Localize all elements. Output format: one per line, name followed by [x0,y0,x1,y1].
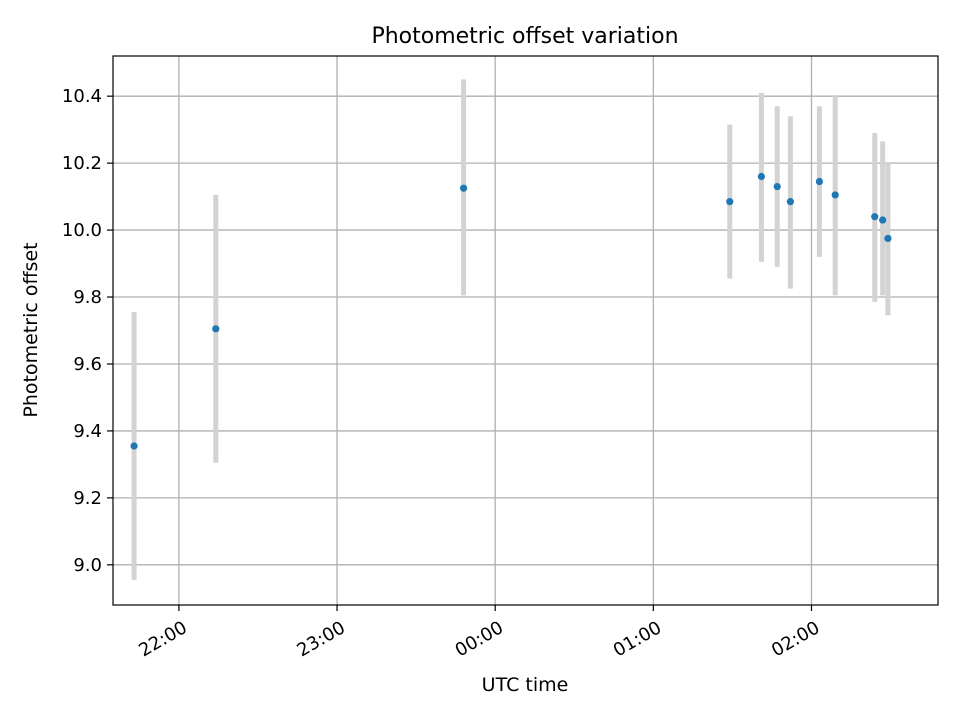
data-point [884,234,892,243]
data-point [831,191,839,199]
data-point [130,442,138,450]
y-axis-ticks: 9.0 9.2 9.4 9.6 9.8 10.0 10.2 10.4 [62,86,113,576]
chart-title: Photometric offset variation [371,24,678,49]
x-axis-label: UTC time [482,674,569,696]
data-point [871,213,879,221]
data-point [459,184,468,192]
data-point [773,182,781,191]
data-point [757,172,766,181]
y-tick-label: 10.4 [62,86,102,107]
y-tick-label: 9.6 [73,354,102,375]
y-tick-label: 10.0 [62,220,102,241]
y-tick-label: 9.2 [73,488,102,509]
data-point [726,198,734,206]
data-point [815,177,823,186]
gridlines [113,56,938,605]
y-tick-label: 9.4 [73,421,102,442]
data-points [130,172,892,450]
y-tick-label: 9.0 [73,555,102,576]
y-tick-label: 10.2 [62,153,102,174]
y-tick-label: 9.8 [73,287,102,308]
plot-frame [112,55,939,606]
data-point [879,216,887,224]
y-axis-label: Photometric offset [20,242,42,417]
data-point [212,325,220,333]
data-point [786,198,794,206]
